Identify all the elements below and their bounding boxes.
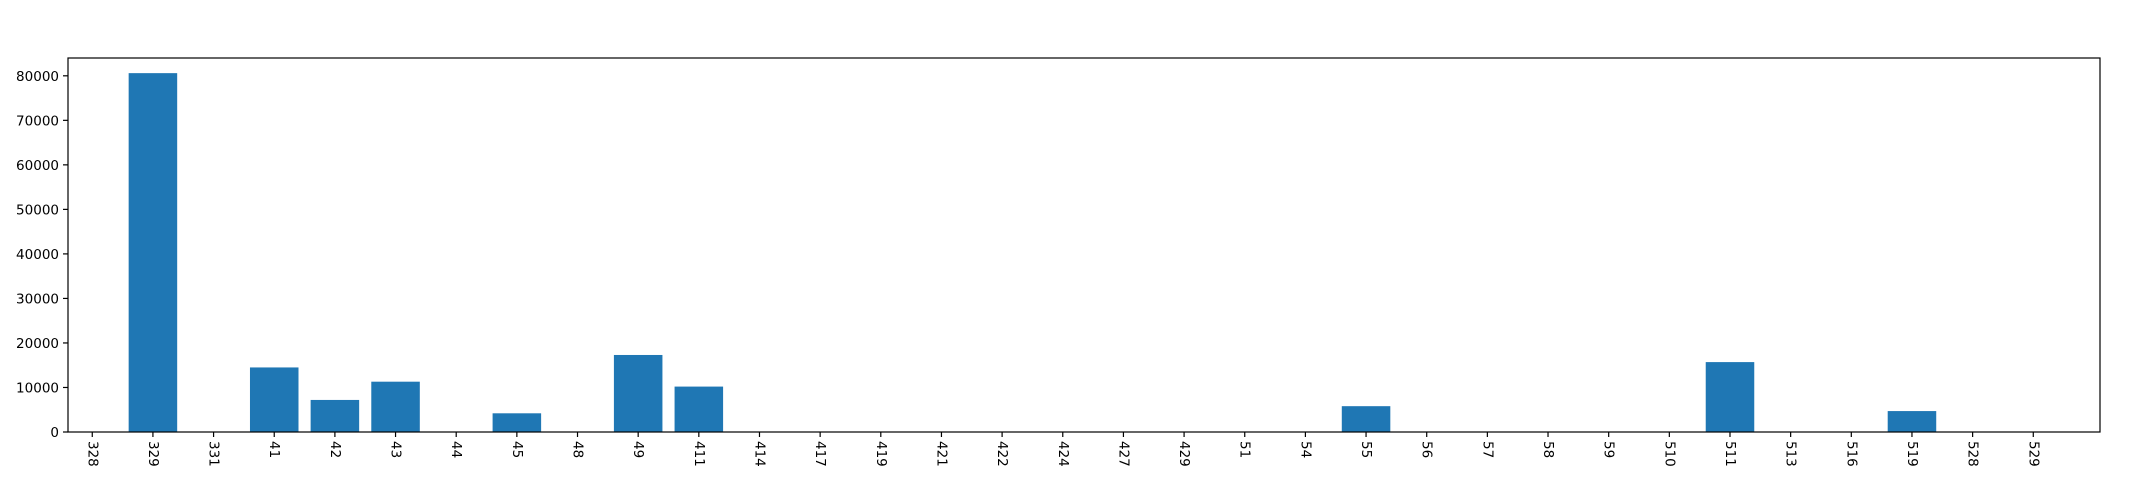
x-axis: 328 329 331 41 42 43 44 45 48 49 411 414 417 419 421 42… [84,432,2041,467]
y-axis: 0 10000 20000 30000 40000 50000 60000 70000 8000… [16,69,68,441]
x-tick-label: 528 [1965,441,1981,467]
x-tick-label: 411 [691,441,707,467]
y-tick-label: 10000 [16,380,59,396]
y-tick-label: 40000 [16,247,59,263]
x-tick-label: 45 [509,441,525,458]
x-tick-label: 516 [1843,441,1859,467]
bar-329 [128,73,178,432]
bar-42 [310,399,360,432]
x-tick-label: 51 [1237,441,1253,458]
x-tick-label: 328 [84,441,100,467]
x-tick-label: 419 [873,441,889,467]
y-tick-label: 70000 [16,113,59,129]
bar-41 [249,367,299,432]
x-tick-label: 513 [1783,441,1799,467]
x-tick-label: 59 [1601,441,1617,458]
x-tick-label: 329 [145,441,161,467]
y-tick-label: 50000 [16,202,59,218]
x-tick-label: 429 [1176,441,1192,467]
x-tick-label: 54 [1297,441,1313,458]
x-tick-label: 511 [1722,441,1738,467]
x-tick-label: 48 [570,441,586,458]
bar-411 [674,386,724,432]
x-tick-label: 424 [1055,441,1071,467]
y-tick-label: 80000 [16,69,59,85]
bar-49 [613,354,663,432]
x-tick-label: 56 [1419,441,1435,458]
x-tick-label: 422 [994,441,1010,467]
x-tick-label: 417 [812,441,828,467]
bar-43 [371,381,420,432]
y-tick-label: 30000 [16,291,59,307]
bars-layer [128,73,1937,432]
bar-511 [1705,362,1755,432]
x-tick-label: 519 [1904,441,1920,467]
x-tick-label: 41 [266,441,282,458]
y-tick-label: 0 [50,425,59,441]
y-tick-label: 60000 [16,158,59,174]
x-tick-label: 510 [1661,441,1677,467]
x-tick-label: 42 [327,441,343,458]
x-tick-label: 58 [1540,441,1556,458]
y-tick-label: 20000 [16,336,59,352]
x-tick-label: 414 [751,441,767,467]
bar-55 [1341,406,1391,432]
bar-519 [1887,411,1937,432]
x-tick-label: 55 [1358,441,1374,458]
x-tick-label: 331 [206,441,222,467]
x-tick-label: 43 [388,441,404,458]
x-tick-label: 427 [1115,441,1131,467]
x-tick-label: 529 [2025,441,2041,467]
x-tick-label: 57 [1479,441,1495,458]
x-tick-label: 44 [448,441,464,458]
x-tick-label: 421 [933,441,949,467]
x-tick-label: 49 [630,441,646,458]
plot-frame [67,57,2101,433]
bar-45 [492,413,542,432]
